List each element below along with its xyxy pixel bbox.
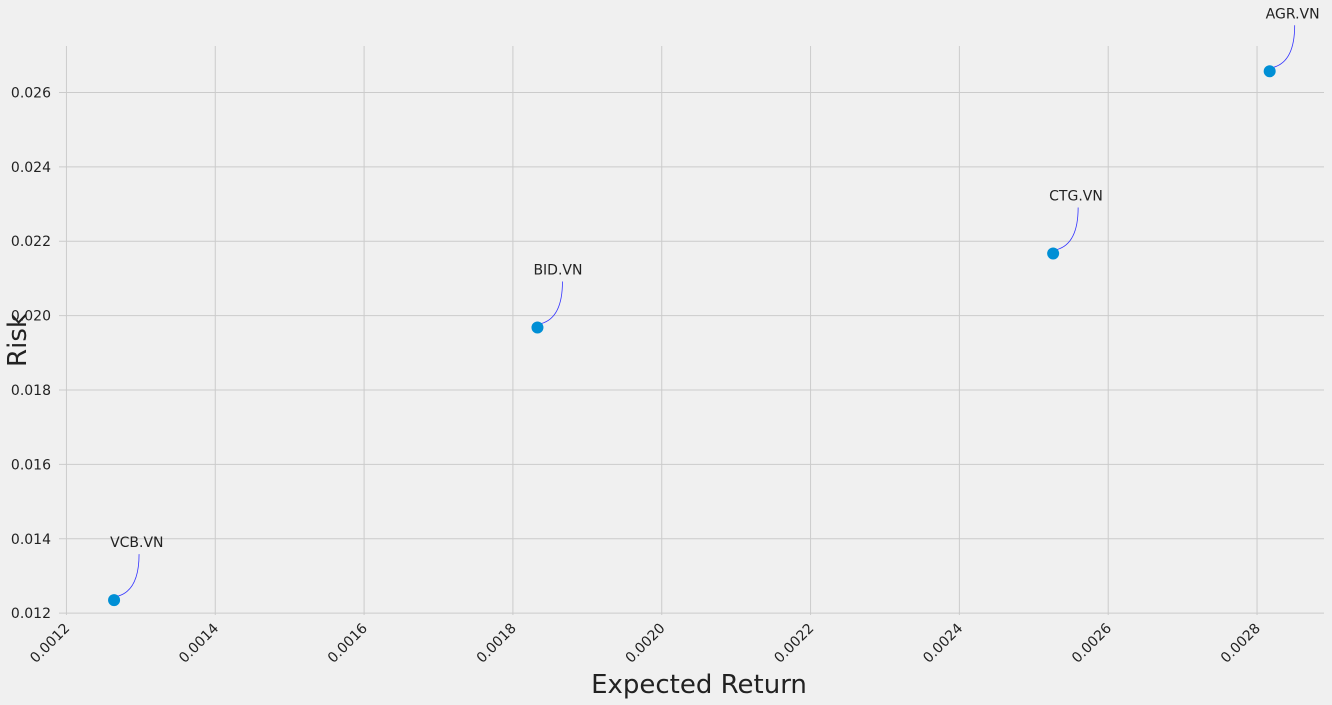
annotation-connector <box>541 281 563 324</box>
x-tick-label: 0.0020 <box>623 621 669 667</box>
y-axis-title: Risk <box>3 313 33 367</box>
x-tick-label: 0.0022 <box>771 621 817 667</box>
grid <box>59 46 1324 615</box>
y-tick-label: 0.018 <box>11 383 51 399</box>
annotation-connector <box>1057 207 1079 250</box>
x-tick-label: 0.0016 <box>325 620 371 666</box>
y-tick-label: 0.022 <box>11 234 51 250</box>
y-tick-label: 0.026 <box>11 85 51 101</box>
data-point <box>531 321 544 334</box>
annotations: VCB.VN BID.VN CTG.VN AGR.VN <box>110 6 1320 597</box>
y-tick-labels: 0.012 0.014 0.016 0.018 0.020 0.022 0.024 0.026 <box>11 85 51 622</box>
x-tick-label: 0.0024 <box>920 620 966 666</box>
y-tick-label: 0.014 <box>11 532 51 548</box>
data-point <box>1263 65 1276 78</box>
x-axis-title: Expected Return <box>591 670 807 700</box>
x-tick-label: 0.0026 <box>1069 620 1115 666</box>
point-label: VCB.VN <box>110 535 163 551</box>
annotation-connector <box>117 554 140 597</box>
x-tick-label: 0.0012 <box>27 621 73 667</box>
data-points <box>108 65 1276 607</box>
x-tick-label: 0.0018 <box>474 621 520 667</box>
y-tick-label: 0.024 <box>11 160 51 176</box>
x-tick-label: 0.0014 <box>176 620 222 666</box>
y-tick-label: 0.016 <box>11 457 51 473</box>
point-label: BID.VN <box>533 263 582 279</box>
y-tick-label: 0.020 <box>11 309 51 325</box>
point-label: AGR.VN <box>1266 6 1320 22</box>
x-tick-label: 0.0028 <box>1218 621 1264 667</box>
point-label: CTG.VN <box>1049 189 1103 205</box>
y-tick-label: 0.012 <box>11 606 51 622</box>
annotation-connector <box>1273 25 1296 68</box>
data-point <box>108 594 121 607</box>
data-point <box>1047 247 1060 260</box>
x-tick-labels: 0.0012 0.0014 0.0016 0.0018 0.0020 0.0022 0.00… <box>27 620 1264 666</box>
